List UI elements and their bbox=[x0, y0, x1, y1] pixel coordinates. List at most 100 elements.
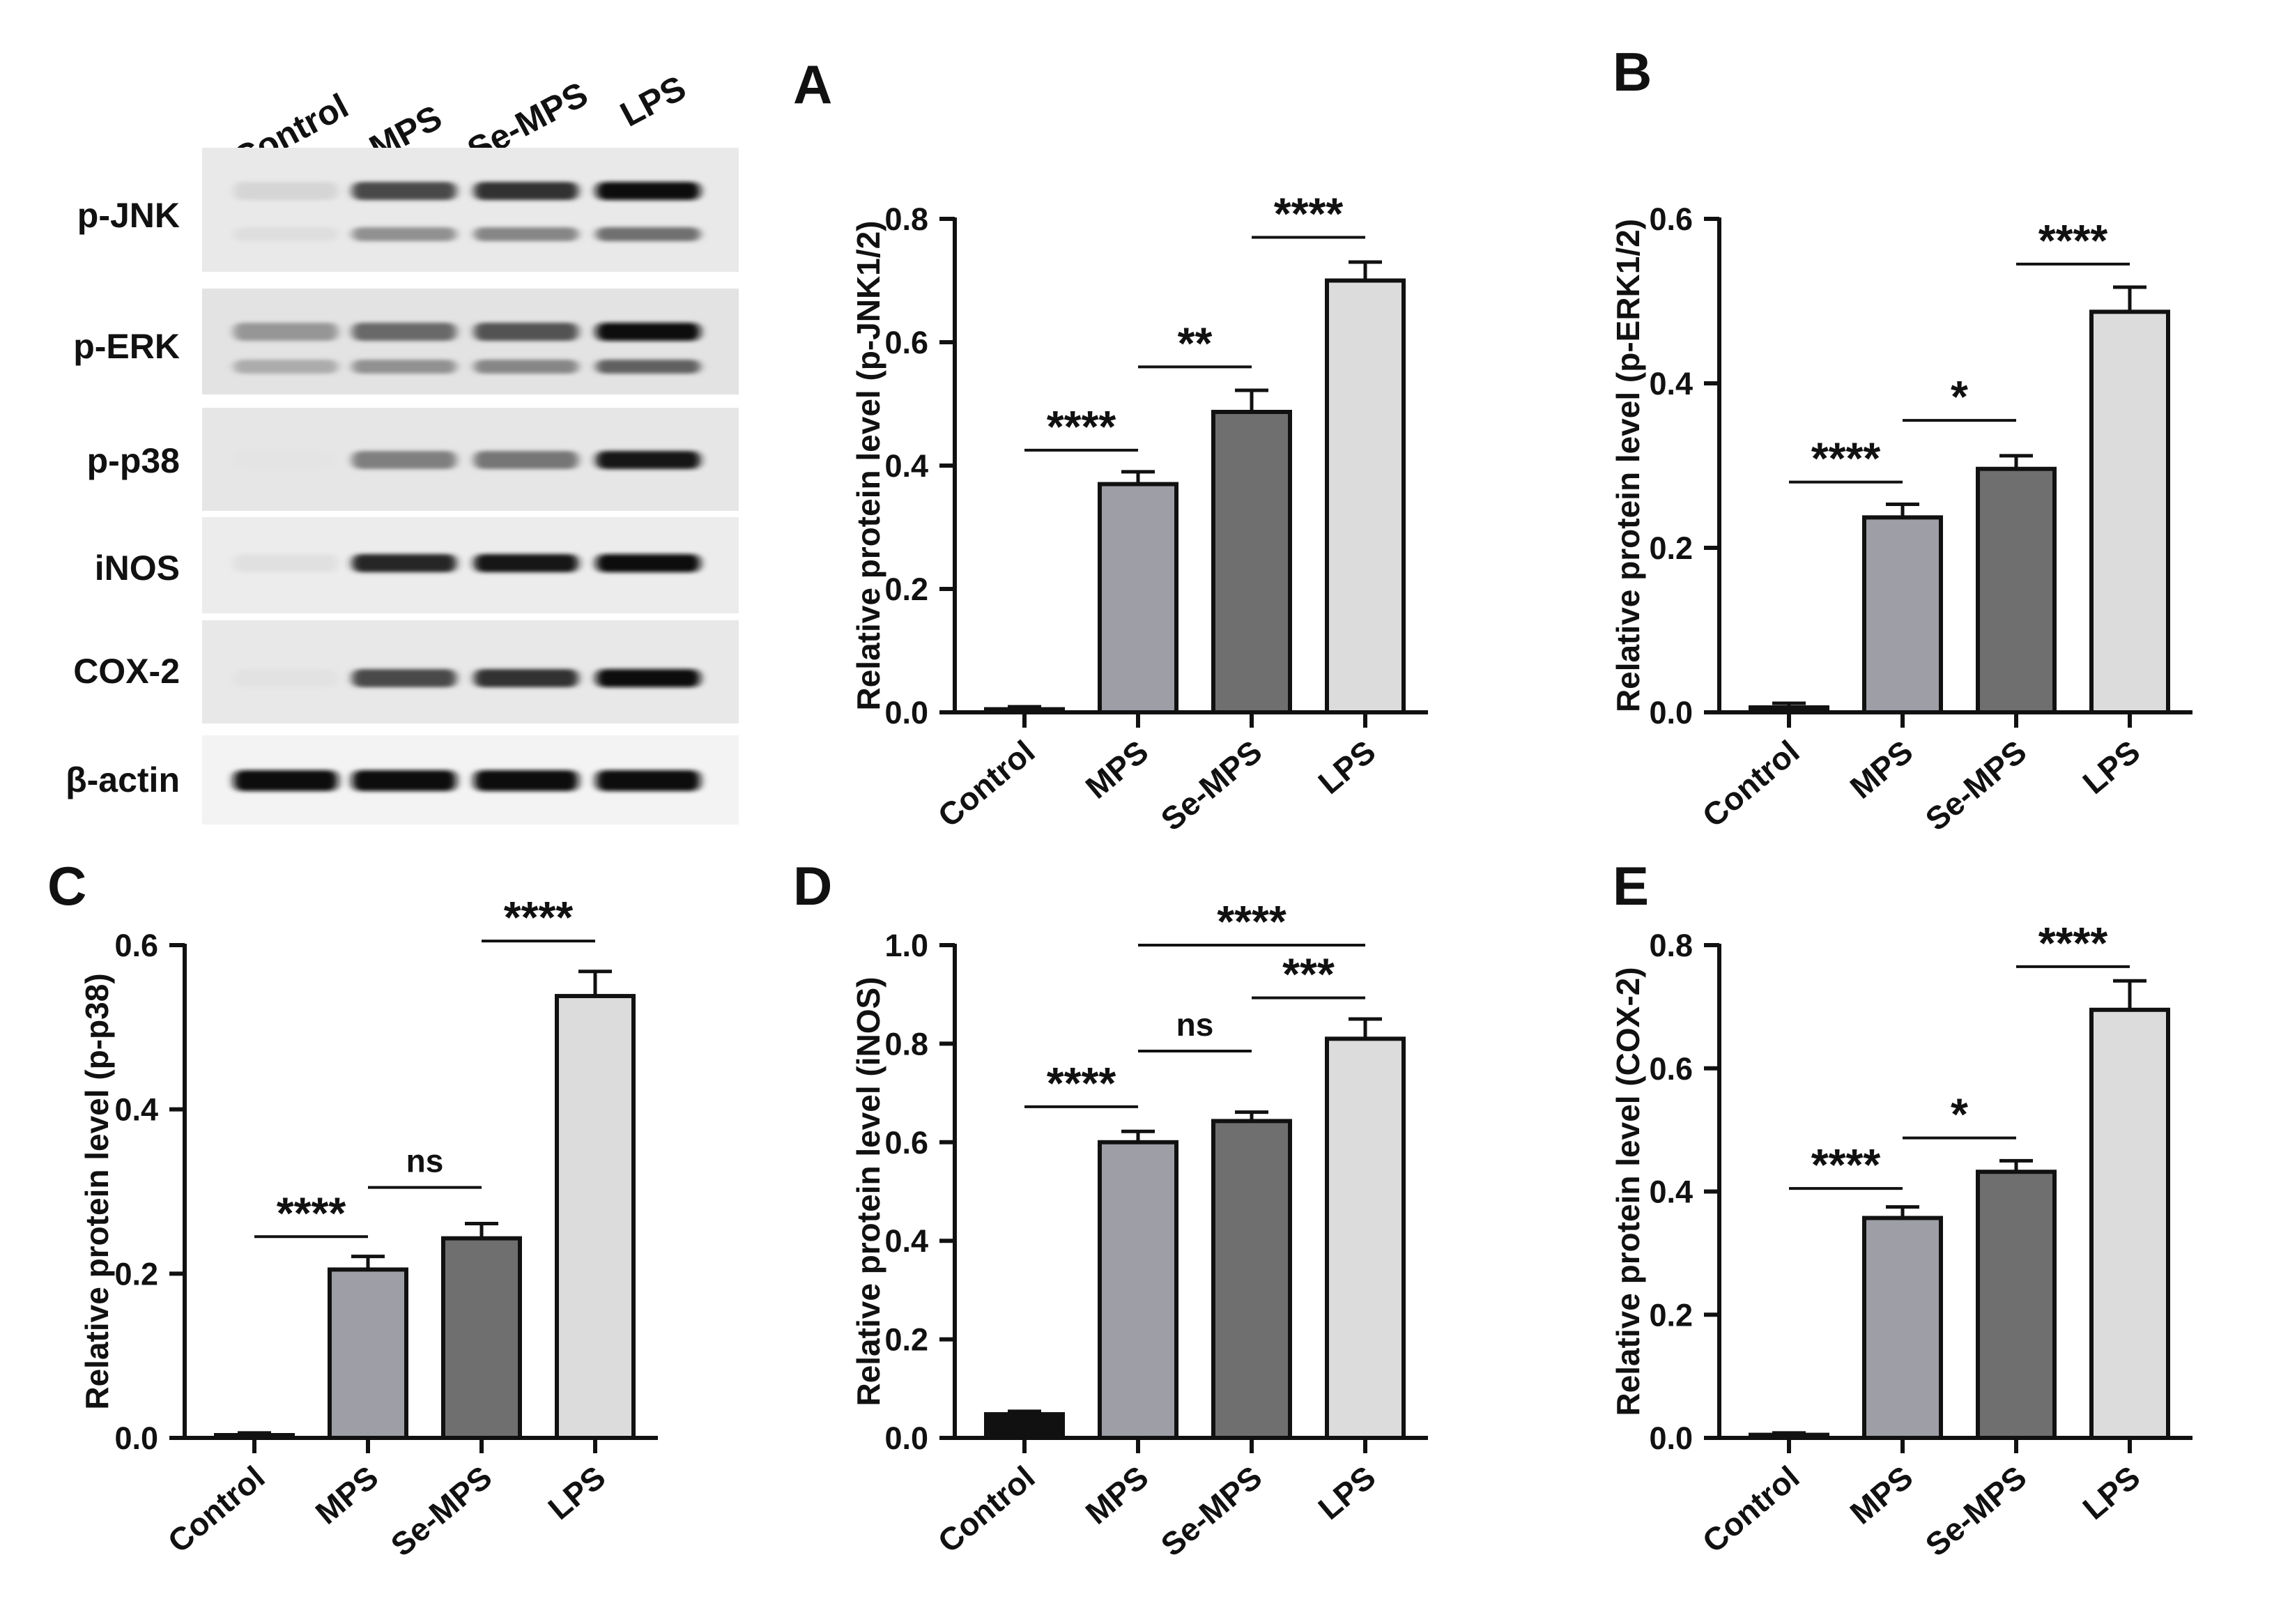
x-tick-label: LPS bbox=[1311, 733, 1382, 801]
y-tick-label: 0.0 bbox=[884, 695, 928, 730]
blot-band bbox=[596, 227, 700, 241]
y-tick-label: 0.2 bbox=[884, 1322, 928, 1358]
blot-band bbox=[596, 554, 700, 572]
western-blot: Control MPS Se-MPS LPSp-JNKp-ERKp-p38iNOSCO… bbox=[66, 68, 739, 825]
y-tick-label: 0.6 bbox=[1649, 1051, 1693, 1087]
significance-label: **** bbox=[1274, 189, 1344, 239]
x-tick-label: LPS bbox=[2075, 733, 2146, 801]
y-tick-label: 0.8 bbox=[884, 1026, 928, 1062]
blot-band bbox=[596, 669, 700, 687]
significance-label: * bbox=[1951, 1089, 1968, 1140]
x-tick-label: Control bbox=[931, 1459, 1042, 1560]
bar bbox=[984, 707, 1065, 715]
bar bbox=[1098, 1140, 1178, 1441]
blot-band bbox=[352, 323, 456, 341]
blot-band bbox=[233, 554, 338, 572]
blot-band bbox=[596, 323, 700, 341]
blot-row-label: iNOS bbox=[95, 549, 180, 588]
blot-band bbox=[233, 360, 338, 374]
y-axis-label: Relative protein level (p-JNK1/2) bbox=[850, 221, 886, 711]
x-tick-label: Se-MPS bbox=[1154, 733, 1269, 838]
blot-band bbox=[596, 451, 700, 469]
blot-band bbox=[352, 182, 456, 200]
y-tick-label: 0.2 bbox=[1649, 530, 1693, 566]
x-tick-label: Se-MPS bbox=[1919, 1459, 2034, 1563]
blot-band bbox=[233, 669, 338, 687]
bar bbox=[1325, 278, 1406, 714]
x-tick-label: Se-MPS bbox=[1919, 733, 2034, 838]
bar bbox=[1862, 515, 1943, 715]
blot-band bbox=[233, 182, 338, 200]
bar bbox=[555, 994, 636, 1440]
blot-band bbox=[474, 227, 578, 241]
bar bbox=[2089, 1007, 2170, 1440]
y-tick-label: 0.8 bbox=[884, 201, 928, 237]
y-tick-label: 0.8 bbox=[1649, 928, 1693, 963]
significance-label: **** bbox=[504, 892, 574, 942]
blot-band bbox=[233, 770, 338, 791]
lane-label: LPS bbox=[614, 68, 692, 134]
blot-row-label: p-JNK bbox=[77, 196, 180, 235]
y-tick-label: 0.4 bbox=[884, 448, 928, 484]
bar bbox=[1325, 1036, 1406, 1440]
blot-band bbox=[233, 323, 338, 341]
blot-band bbox=[352, 227, 456, 241]
blot-strip bbox=[202, 148, 739, 272]
bar bbox=[214, 1433, 295, 1440]
x-tick-label: LPS bbox=[541, 1459, 612, 1526]
significance-label: **** bbox=[1047, 1058, 1116, 1108]
blot-row-label: COX-2 bbox=[73, 652, 180, 691]
blot-row-label: β-actin bbox=[66, 760, 180, 799]
significance-label: **** bbox=[277, 1188, 346, 1238]
x-tick-label: Control bbox=[1696, 1459, 1806, 1560]
bar bbox=[328, 1267, 408, 1440]
y-tick-label: 1.0 bbox=[884, 928, 928, 963]
bar bbox=[984, 1412, 1065, 1440]
bar bbox=[1098, 482, 1178, 714]
significance-label: **** bbox=[1047, 401, 1116, 452]
blot-band bbox=[352, 554, 456, 572]
blot-band bbox=[474, 360, 578, 374]
panel-letter: B bbox=[1613, 41, 1652, 102]
x-tick-label: Se-MPS bbox=[1154, 1459, 1269, 1563]
y-tick-label: 0.4 bbox=[114, 1092, 158, 1128]
blot-band bbox=[233, 227, 338, 241]
y-tick-label: 0.4 bbox=[884, 1223, 928, 1259]
bar bbox=[1976, 1170, 2057, 1440]
panel-letter: D bbox=[793, 855, 832, 917]
y-axis-label: Relative protein level (iNOS) bbox=[850, 976, 886, 1406]
y-axis-label: Relative protein level (p-ERK1/2) bbox=[1610, 219, 1646, 712]
significance-label: **** bbox=[1811, 434, 1881, 484]
significance-label: **** bbox=[2038, 215, 2108, 266]
y-tick-label: 0.4 bbox=[1649, 366, 1693, 401]
blot-band bbox=[352, 770, 456, 791]
blot-band bbox=[596, 770, 700, 791]
blot-band bbox=[233, 451, 338, 469]
y-tick-label: 0.0 bbox=[114, 1420, 158, 1456]
bar bbox=[1976, 466, 2057, 714]
panel-letter: A bbox=[793, 54, 832, 115]
y-tick-label: 0.2 bbox=[114, 1256, 158, 1292]
blot-band bbox=[474, 669, 578, 687]
y-axis-label: Relative protein level (p-p38) bbox=[79, 973, 115, 1409]
chart-panel-D: D 0.0 0.2 0.4 0.6 0.8 1.0 Relative protein leve… bbox=[793, 855, 1428, 1563]
blot-band bbox=[474, 182, 578, 200]
blot-band bbox=[352, 451, 456, 469]
blot-band bbox=[596, 182, 700, 200]
bar bbox=[1211, 410, 1292, 714]
panel-letter: C bbox=[47, 855, 86, 917]
bar bbox=[1211, 1119, 1292, 1441]
y-axis-label: Relative protein level (COX-2) bbox=[1610, 967, 1646, 1416]
significance-label: ** bbox=[1178, 318, 1213, 368]
x-tick-label: LPS bbox=[2075, 1459, 2146, 1526]
x-tick-label: MPS bbox=[309, 1459, 385, 1531]
bar bbox=[2089, 309, 2170, 714]
significance-label: **** bbox=[1811, 1140, 1881, 1190]
chart-panel-C: C 0.0 0.2 0.4 0.6 Relative protein level (p-p… bbox=[47, 855, 658, 1563]
x-tick-label: LPS bbox=[1311, 1459, 1382, 1526]
y-tick-label: 0.0 bbox=[1649, 1420, 1693, 1456]
significance-label: *** bbox=[1282, 949, 1335, 999]
